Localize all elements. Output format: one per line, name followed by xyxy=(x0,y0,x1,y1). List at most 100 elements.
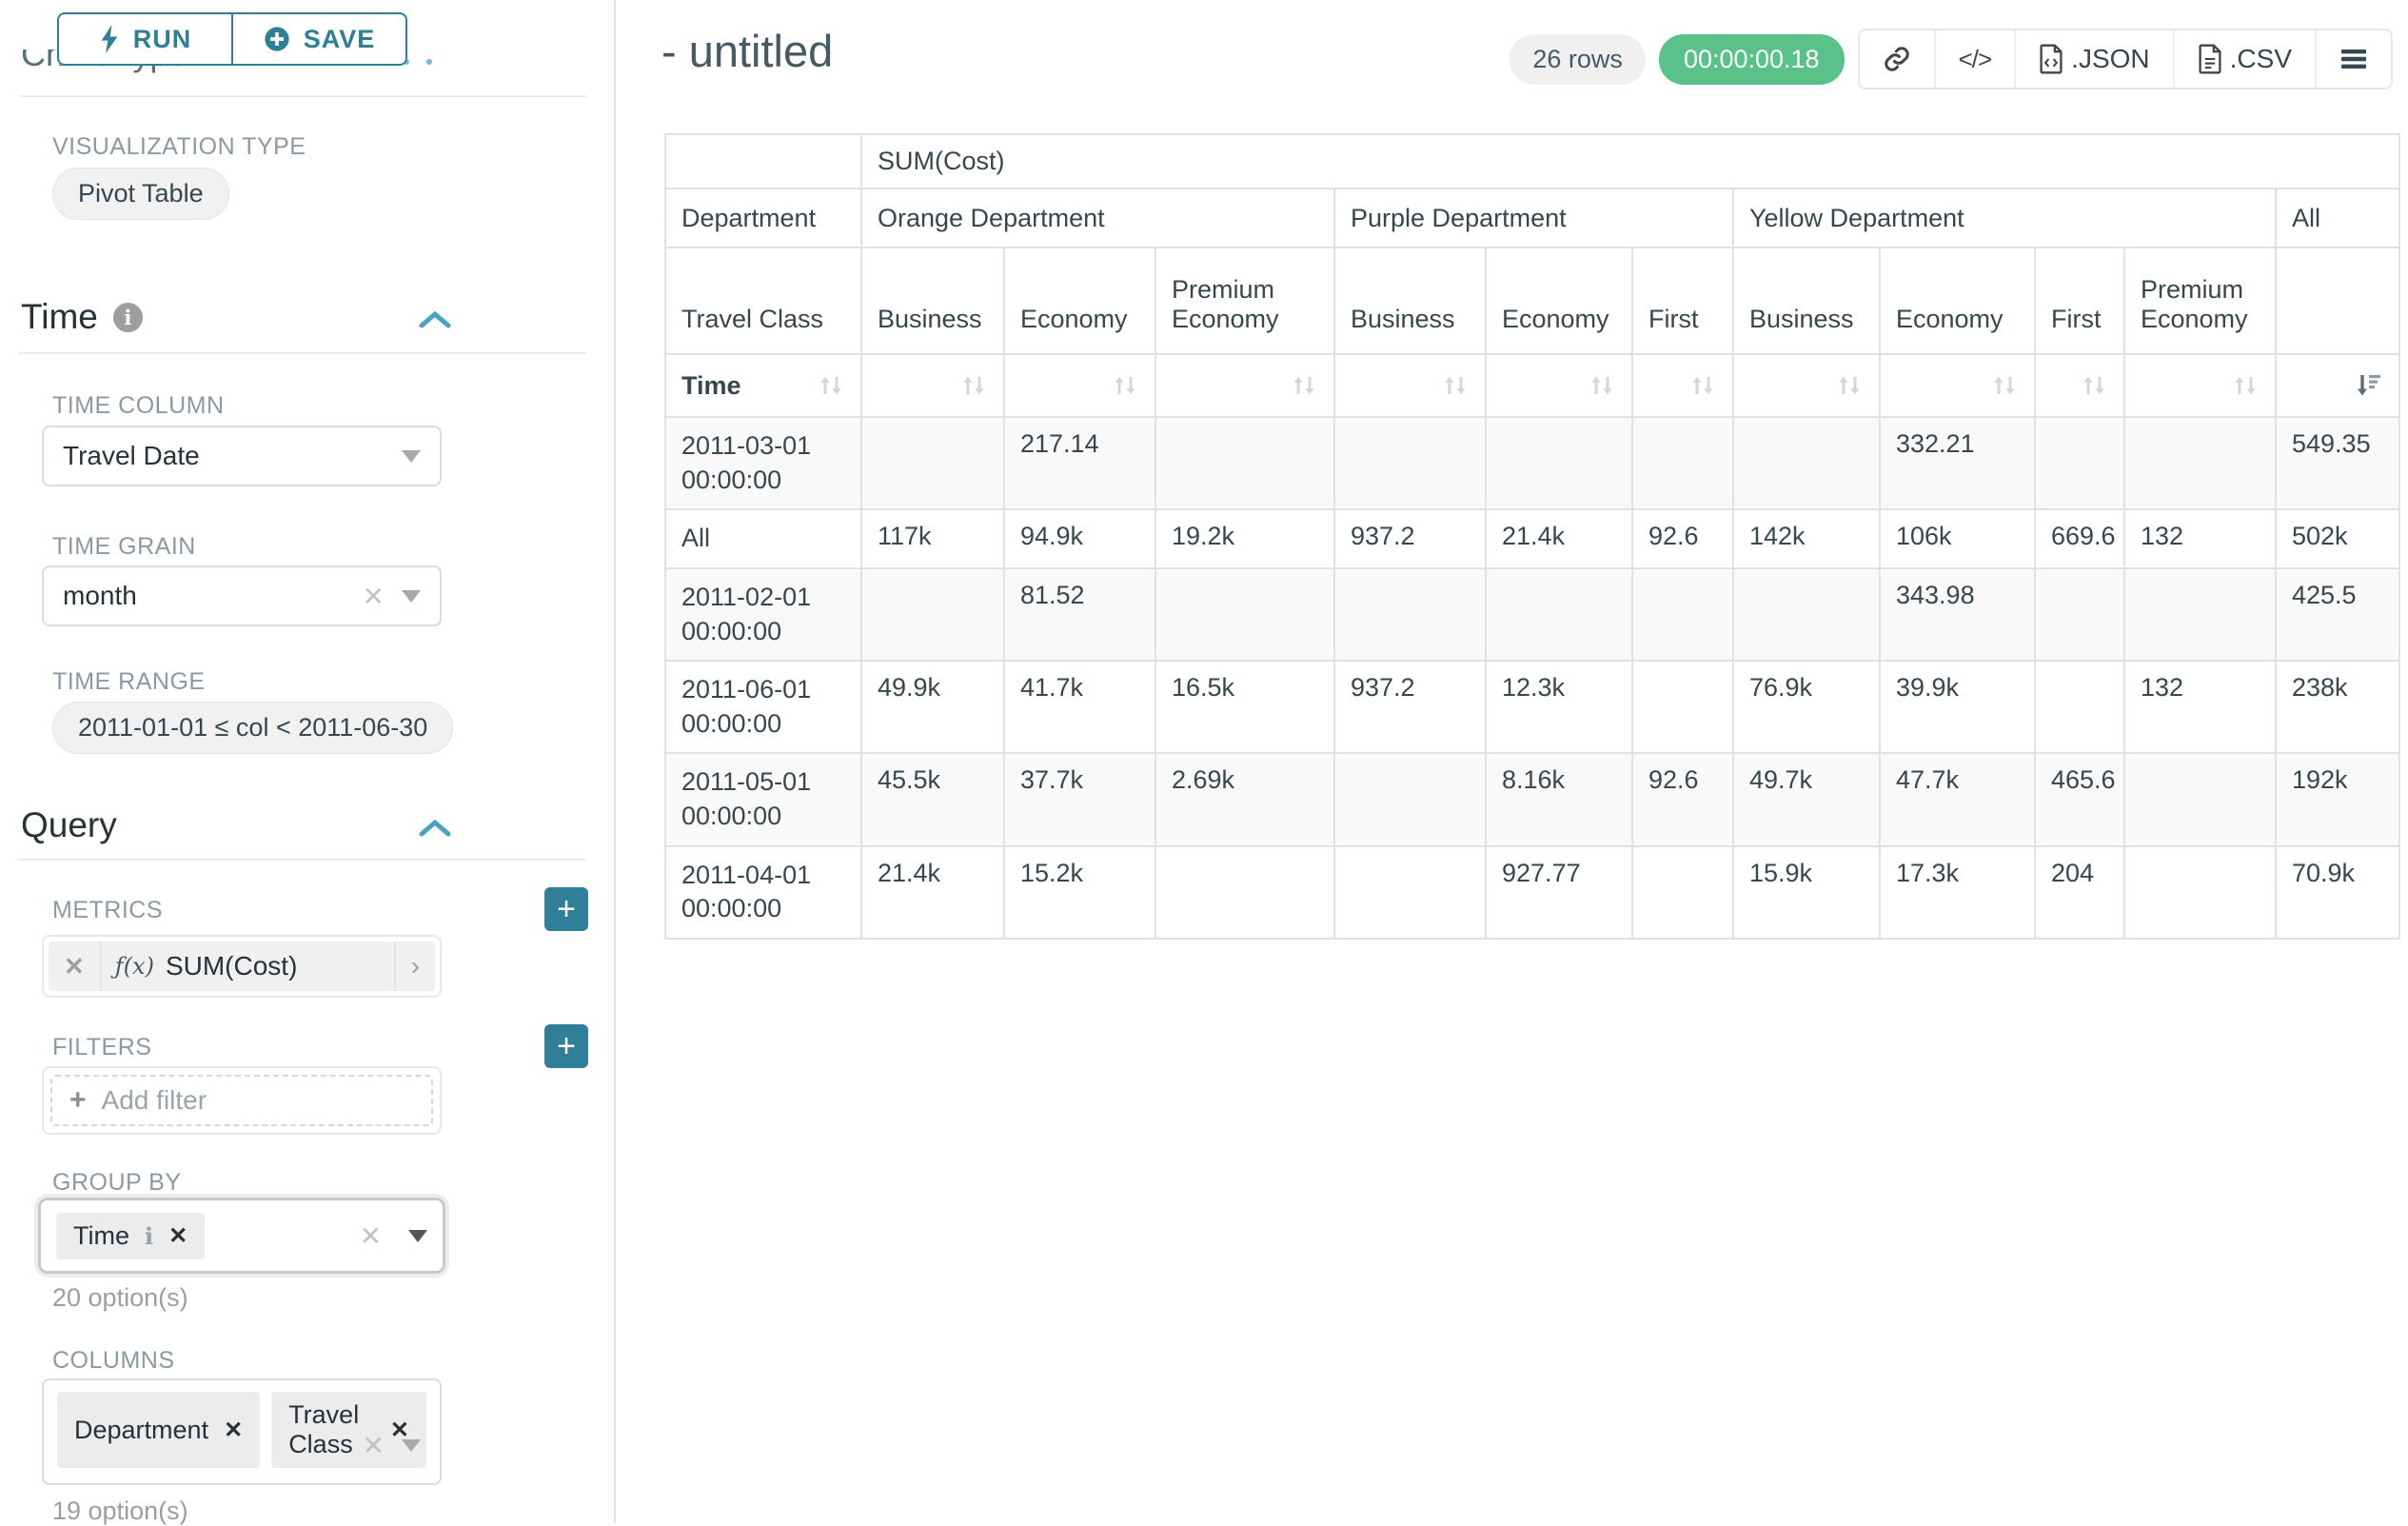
export-csv-button[interactable]: .CSV xyxy=(2174,30,2317,88)
expand-metric-chevron-right-icon[interactable]: › xyxy=(393,941,435,991)
pivot-value-cell: 45.5k xyxy=(860,752,1005,847)
save-button[interactable]: SAVE xyxy=(232,12,407,66)
view-query-button[interactable]: </> xyxy=(1935,30,2017,88)
share-link-button[interactable] xyxy=(1859,30,1936,88)
more-menu-button[interactable] xyxy=(2317,30,2391,88)
columns-options-hint: 19 option(s) xyxy=(52,1496,188,1525)
export-button-group: </> .JSON .CSV xyxy=(1857,29,2393,89)
travel-class-header: Economy xyxy=(1879,247,2036,355)
time-column-label: TIME COLUMN xyxy=(52,392,225,419)
add-filter-plus-button[interactable]: + xyxy=(544,1024,588,1068)
selected-field-tag[interactable]: Department ✕ xyxy=(57,1392,261,1468)
pivot-value-cell xyxy=(1732,415,1881,511)
pivot-value-cell: 76.9k xyxy=(1732,660,1881,755)
department-group-header: All xyxy=(2274,188,2401,248)
sort-arrows-icon[interactable] xyxy=(1441,371,1470,400)
pivot-value-cell: 47.7k xyxy=(1879,752,2036,847)
pivot-value-cell: 49.7k xyxy=(1732,752,1881,847)
sort-arrows-icon[interactable] xyxy=(1290,371,1318,400)
pivot-value-cell xyxy=(2123,566,2277,663)
row-label-cell: 2011-03-01 00:00:00 xyxy=(664,415,862,511)
group-by-options-hint: 20 option(s) xyxy=(52,1283,188,1312)
export-json-button[interactable]: .JSON xyxy=(2016,30,2175,88)
pivot-value-cell xyxy=(2123,415,2277,511)
pivot-value-cell: 502k xyxy=(2274,508,2401,569)
time-column-select[interactable]: Travel Date xyxy=(42,426,442,486)
columns-label: COLUMNS xyxy=(52,1347,175,1374)
pivot-value-cell: 132 xyxy=(2123,660,2277,755)
selected-field-tag[interactable]: Travel Class ✕ xyxy=(271,1392,426,1468)
group-by-select[interactable]: Time i ✕ ✕ xyxy=(38,1198,445,1274)
pivot-value-cell: 343.98 xyxy=(1879,566,2036,663)
department-axis-label: Department xyxy=(664,188,862,248)
sort-arrows-icon[interactable] xyxy=(1835,371,1864,400)
clear-icon[interactable]: ✕ xyxy=(359,1220,382,1251)
pivot-value-cell xyxy=(2123,844,2277,940)
remove-metric-icon[interactable]: ✕ xyxy=(49,941,102,991)
pivot-value-cell: 15.9k xyxy=(1732,844,1881,940)
sort-arrows-icon[interactable] xyxy=(2231,371,2260,400)
sort-arrows-icon[interactable] xyxy=(2080,371,2108,400)
metric-pill[interactable]: ✕ ƒ(x) SUM(Cost) › xyxy=(49,941,435,991)
travel-class-header: Business xyxy=(1333,247,1487,355)
sort-descending-icon[interactable] xyxy=(2355,371,2383,400)
pivot-value-cell xyxy=(1333,752,1487,847)
travel-class-header: Business xyxy=(1732,247,1881,355)
pivot-value-cell xyxy=(1333,415,1487,511)
add-filter-button[interactable]: + Add filter xyxy=(50,1075,433,1126)
pivot-value-cell: 132 xyxy=(2123,508,2277,569)
sortable-column-cell xyxy=(2274,353,2401,418)
time-grain-select[interactable]: month ✕ xyxy=(42,565,442,626)
clear-icon[interactable]: ✕ xyxy=(362,581,385,611)
time-section-header: Time i xyxy=(21,297,143,337)
info-icon[interactable]: i xyxy=(145,1221,154,1250)
metric-name: SUM(Cost) xyxy=(165,951,298,981)
sort-arrows-icon[interactable] xyxy=(1990,371,2019,400)
travel-class-header: Economy xyxy=(1485,247,1633,355)
code-icon: </> xyxy=(1958,44,1993,73)
chevron-down-icon xyxy=(408,1229,427,1242)
query-collapse-chevron-up-icon[interactable] xyxy=(419,819,451,838)
viz-type-pill[interactable]: Pivot Table xyxy=(52,168,229,220)
clear-icon[interactable]: ✕ xyxy=(362,1431,385,1460)
pivot-value-cell: 937.2 xyxy=(1333,660,1487,755)
group-by-label: GROUP BY xyxy=(52,1169,182,1196)
sort-arrows-icon[interactable] xyxy=(817,371,845,400)
metric-control: ✕ ƒ(x) SUM(Cost) › xyxy=(42,935,442,998)
travel-class-axis-label: Travel Class xyxy=(664,247,862,355)
pivot-data-row: 2011-06-01 00:00:00 49.9k 41.7k 16.5k 937.2 1… xyxy=(664,660,2401,755)
sort-arrows-icon[interactable] xyxy=(959,371,988,400)
pivot-value-cell: 21.4k xyxy=(1485,508,1633,569)
pivot-value-cell xyxy=(1485,415,1633,511)
pivot-value-cell: 15.2k xyxy=(1003,844,1156,940)
info-icon[interactable]: i xyxy=(112,302,143,332)
pivot-data-row: 2011-03-01 00:00:00 217.14 332.21 549.35 xyxy=(664,415,2401,511)
sort-arrows-icon[interactable] xyxy=(1588,371,1616,400)
pivot-value-cell xyxy=(860,566,1005,663)
pivot-value-cell: 70.9k xyxy=(2274,844,2401,940)
pivot-value-cell: 142k xyxy=(1732,508,1881,569)
pivot-value-cell: 217.14 xyxy=(1003,415,1156,511)
selected-field-tag[interactable]: Time i ✕ xyxy=(56,1212,206,1259)
time-range-pill[interactable]: 2011-01-01 ≤ col < 2011-06-30 xyxy=(52,702,454,754)
file-text-icon xyxy=(2199,44,2221,74)
remove-tag-icon[interactable]: ✕ xyxy=(168,1222,188,1249)
sort-arrows-icon[interactable] xyxy=(1111,371,1139,400)
time-range-label: TIME RANGE xyxy=(52,668,206,695)
pivot-value-cell: 465.6 xyxy=(2034,752,2125,847)
pivot-value-cell: 49.9k xyxy=(860,660,1005,755)
time-collapse-chevron-up-icon[interactable] xyxy=(419,310,451,329)
pivot-value-cell: 92.6 xyxy=(1631,508,1734,569)
columns-select[interactable]: Department ✕ Travel Class ✕ ✕ xyxy=(42,1378,442,1485)
run-button[interactable]: RUN xyxy=(57,12,232,66)
section-divider xyxy=(19,352,586,354)
pivot-data-row: 2011-02-01 00:00:00 81.52 343.98 425.5 xyxy=(664,566,2401,663)
pivot-value-cell xyxy=(1333,844,1487,940)
travel-class-header xyxy=(2274,247,2401,355)
sort-arrows-icon[interactable] xyxy=(1688,371,1717,400)
remove-tag-icon[interactable]: ✕ xyxy=(389,1417,409,1443)
remove-tag-icon[interactable]: ✕ xyxy=(224,1417,244,1443)
pivot-value-cell xyxy=(2123,752,2277,847)
chart-title[interactable]: - untitled xyxy=(661,26,834,76)
add-metric-button[interactable]: + xyxy=(544,887,588,931)
